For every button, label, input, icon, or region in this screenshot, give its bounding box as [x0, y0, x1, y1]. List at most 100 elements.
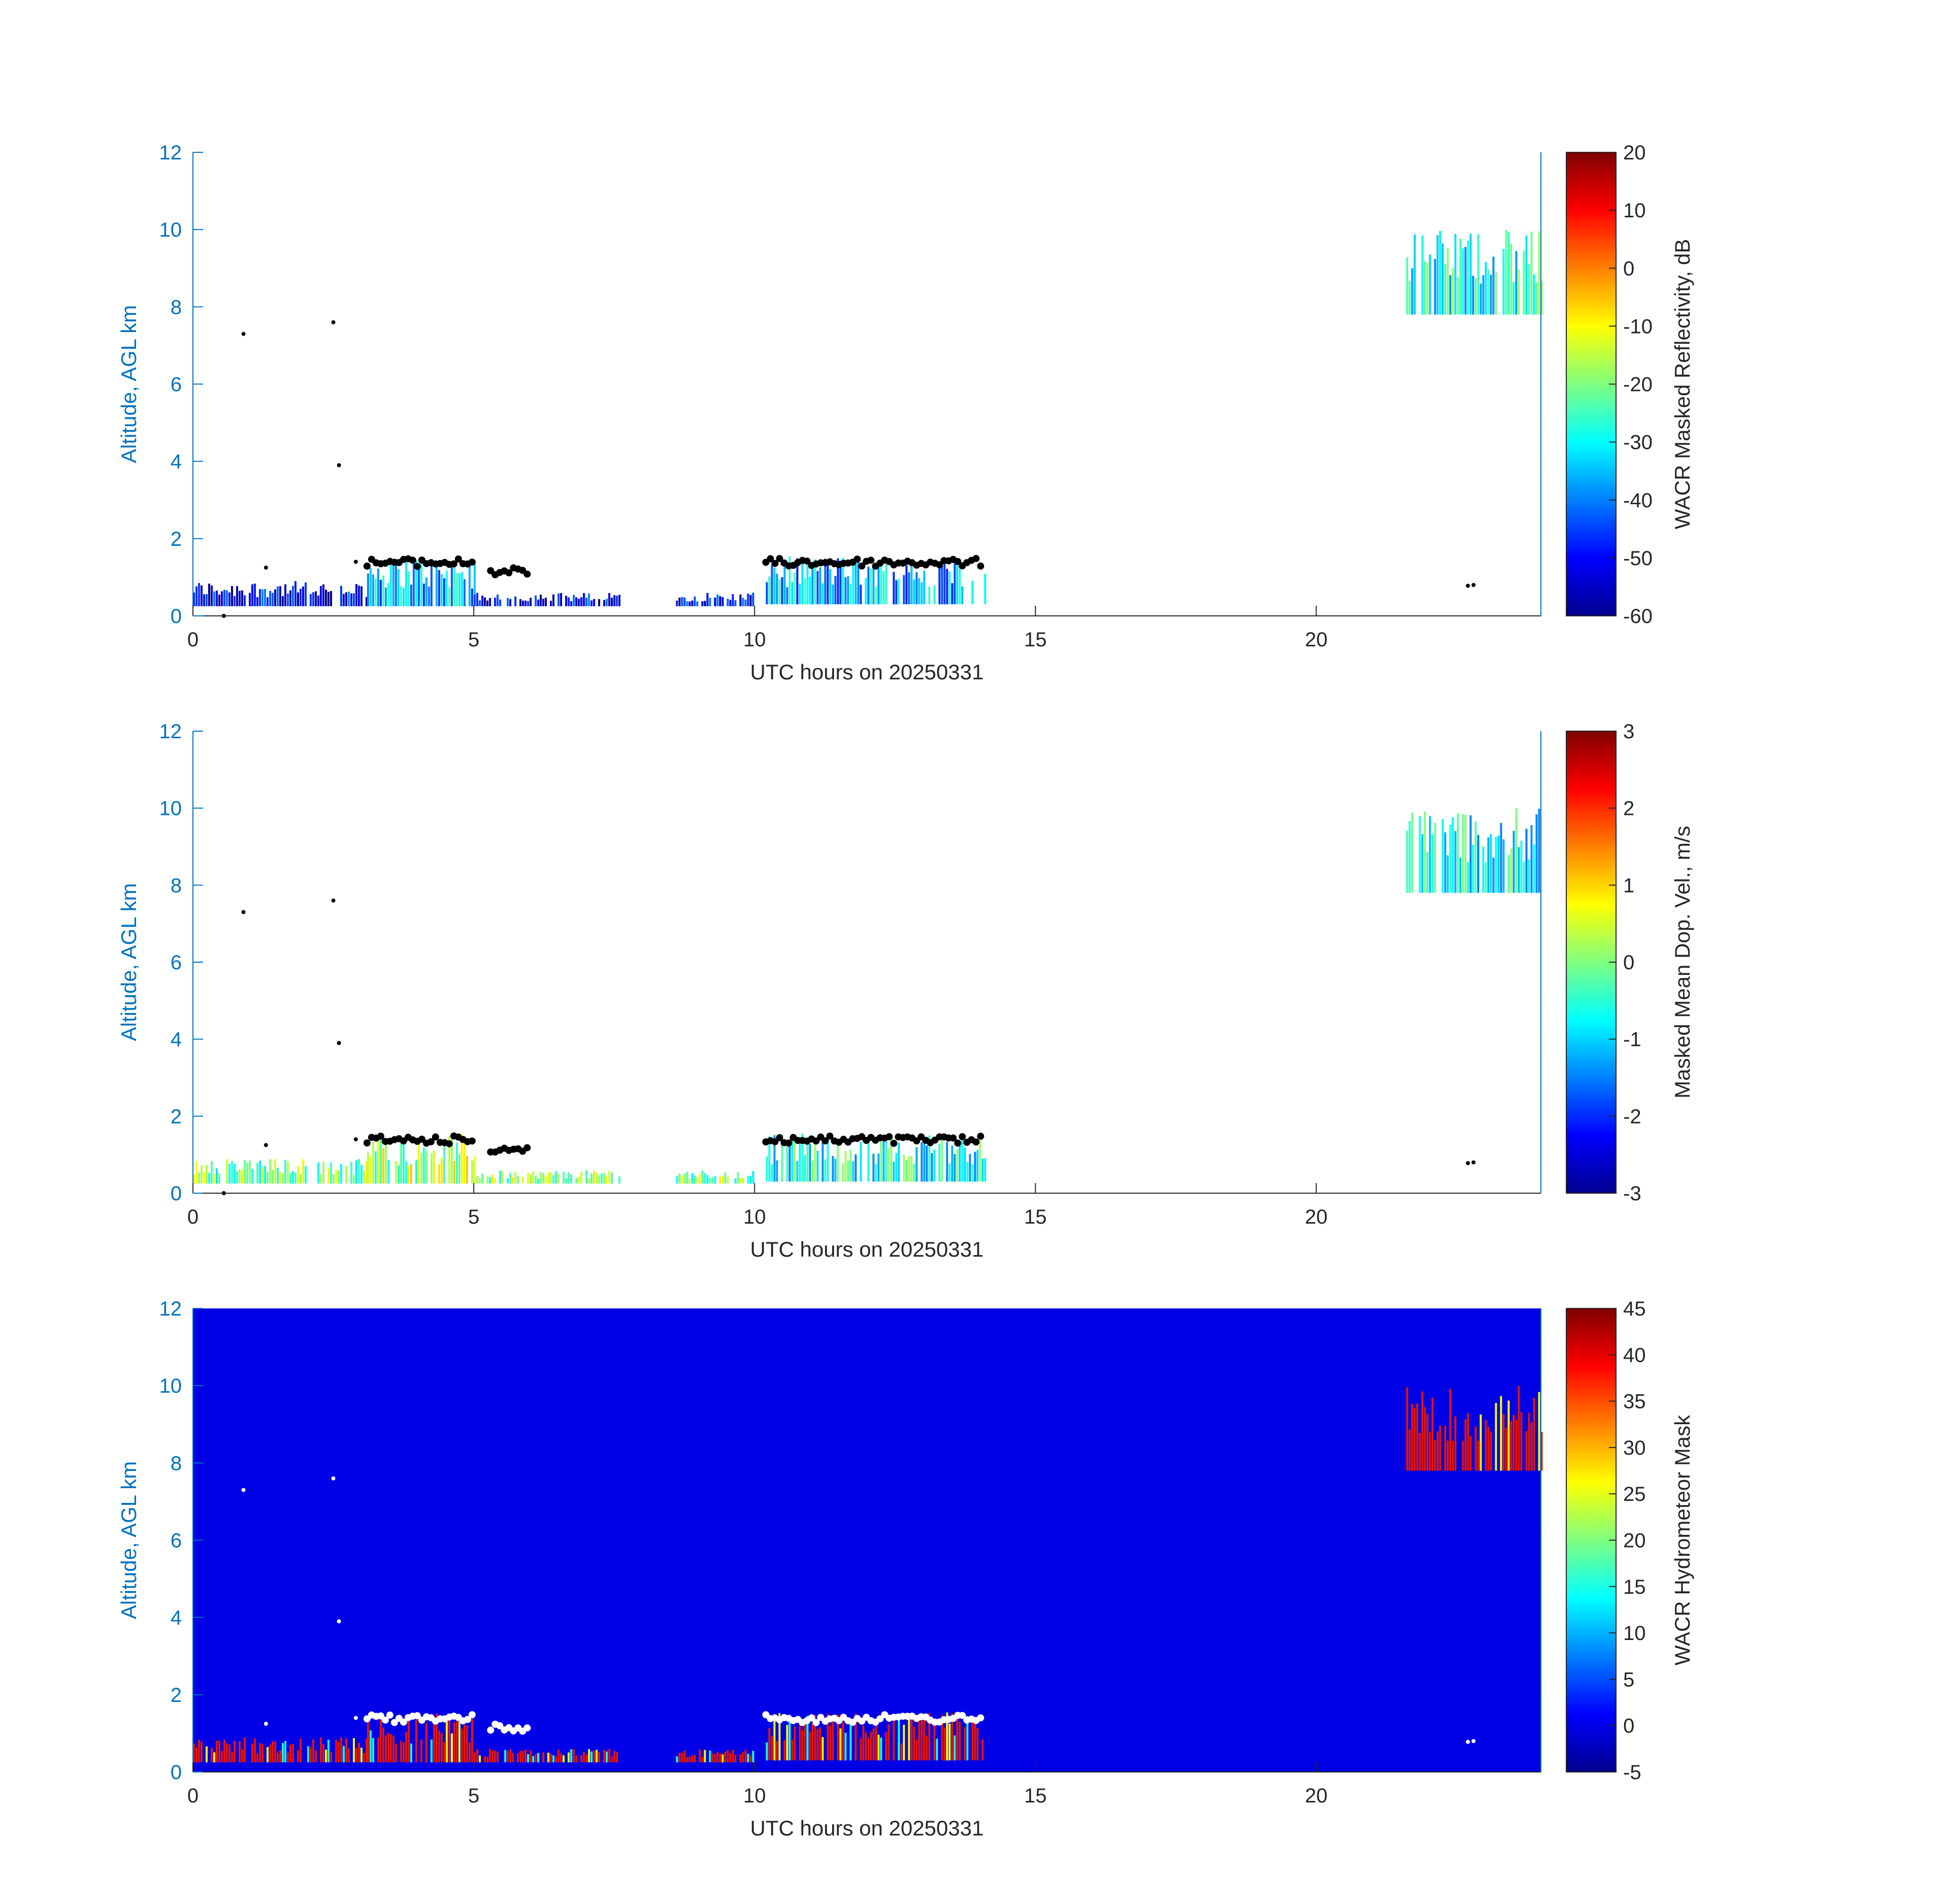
- data-column: [476, 1176, 479, 1184]
- data-column: [895, 580, 898, 605]
- data-column: [1472, 276, 1474, 315]
- data-column: [920, 582, 923, 605]
- data-column: [256, 1163, 258, 1184]
- data-column: [1505, 1427, 1507, 1471]
- data-column: [936, 1738, 938, 1761]
- data-column: [688, 1756, 691, 1762]
- colorbar-label: WACR Masked Reflectivity, dB: [1670, 239, 1694, 530]
- data-column: [893, 1717, 895, 1761]
- data-column: [397, 1165, 400, 1184]
- data-column: [317, 595, 319, 606]
- data-column: [786, 587, 788, 605]
- data-column: [844, 577, 847, 605]
- data-column: [699, 1174, 701, 1184]
- data-column: [872, 567, 875, 605]
- data-column: [410, 1743, 412, 1762]
- data-column: [915, 1739, 918, 1761]
- cloudbase-point: [1471, 1160, 1476, 1165]
- data-column: [742, 1752, 744, 1762]
- colorbar-tick-label: 20: [1623, 142, 1646, 164]
- data-column: [613, 595, 616, 606]
- data-column: [504, 1750, 507, 1762]
- data-column: [1515, 808, 1518, 893]
- data-column: [294, 1172, 297, 1184]
- data-column: [261, 1167, 264, 1184]
- data-column: [816, 1729, 819, 1761]
- data-column: [776, 1741, 778, 1761]
- data-column: [550, 601, 552, 606]
- data-column: [887, 1724, 890, 1761]
- data-column: [699, 1749, 701, 1762]
- data-column: [941, 563, 943, 605]
- data-column: [1444, 264, 1446, 315]
- data-column: [282, 1173, 284, 1184]
- data-column: [752, 1751, 754, 1762]
- data-column: [885, 563, 887, 605]
- cloudbase-point: [241, 910, 246, 914]
- data-column: [956, 1713, 959, 1761]
- data-column: [814, 559, 816, 605]
- data-column: [809, 576, 811, 605]
- data-column: [1495, 1403, 1497, 1471]
- data-column: [1477, 234, 1479, 315]
- data-column: [752, 1171, 754, 1184]
- y-axis-label: Altitude, AGL km: [117, 305, 141, 463]
- data-column: [1469, 1436, 1472, 1471]
- data-column: [704, 601, 706, 606]
- cloudbase-point: [264, 1143, 268, 1147]
- cloudbase-point: [785, 1139, 793, 1147]
- data-column: [201, 585, 203, 606]
- data-column: [417, 1138, 420, 1184]
- x-tick-label: 20: [1305, 1785, 1328, 1807]
- data-column: [568, 1172, 570, 1184]
- data-column: [249, 593, 251, 606]
- data-column: [297, 592, 299, 606]
- colorbar-tick-label: -50: [1623, 547, 1653, 570]
- data-column: [739, 1754, 742, 1762]
- data-column: [915, 1147, 918, 1182]
- data-column: [394, 1161, 397, 1184]
- data-column: [734, 1178, 737, 1184]
- data-column: [926, 1145, 928, 1182]
- data-column: [865, 578, 867, 605]
- data-column: [933, 1723, 936, 1761]
- data-column: [377, 568, 379, 606]
- data-column: [463, 1141, 466, 1184]
- data-column: [616, 1752, 618, 1762]
- data-column: [211, 585, 213, 606]
- data-column: [1479, 1414, 1482, 1471]
- data-column: [415, 1719, 417, 1762]
- x-tick-label: 0: [187, 1785, 199, 1807]
- data-column: [568, 1752, 570, 1762]
- data-column: [282, 596, 284, 606]
- data-column: [254, 583, 256, 606]
- data-column: [289, 1173, 291, 1184]
- y-tick-label: 8: [171, 1452, 182, 1474]
- data-column: [887, 1148, 890, 1182]
- data-column: [1530, 232, 1533, 315]
- data-column: [852, 1161, 854, 1182]
- data-column: [1467, 862, 1469, 893]
- data-column: [882, 1135, 885, 1182]
- colorbar-tick-label: -30: [1623, 432, 1653, 454]
- data-region: [1406, 808, 1540, 893]
- data-column: [875, 1725, 877, 1761]
- data-column: [721, 1176, 724, 1184]
- y-tick-label: 10: [159, 1375, 182, 1397]
- data-column: [1520, 840, 1523, 893]
- data-column: [908, 572, 910, 605]
- data-column: [829, 1725, 832, 1761]
- x-tick-label: 5: [468, 1785, 479, 1807]
- data-column: [322, 584, 324, 606]
- data-column: [382, 1148, 384, 1184]
- data-column: [771, 1164, 773, 1182]
- data-column: [514, 1172, 517, 1184]
- data-column: [522, 1176, 524, 1184]
- data-column: [251, 584, 253, 606]
- cloudbase-point: [1471, 1739, 1476, 1744]
- data-column: [931, 1153, 933, 1182]
- data-column: [372, 574, 374, 606]
- data-column: [588, 593, 590, 606]
- cloudbase-point: [936, 561, 943, 569]
- data-column: [1474, 1426, 1477, 1471]
